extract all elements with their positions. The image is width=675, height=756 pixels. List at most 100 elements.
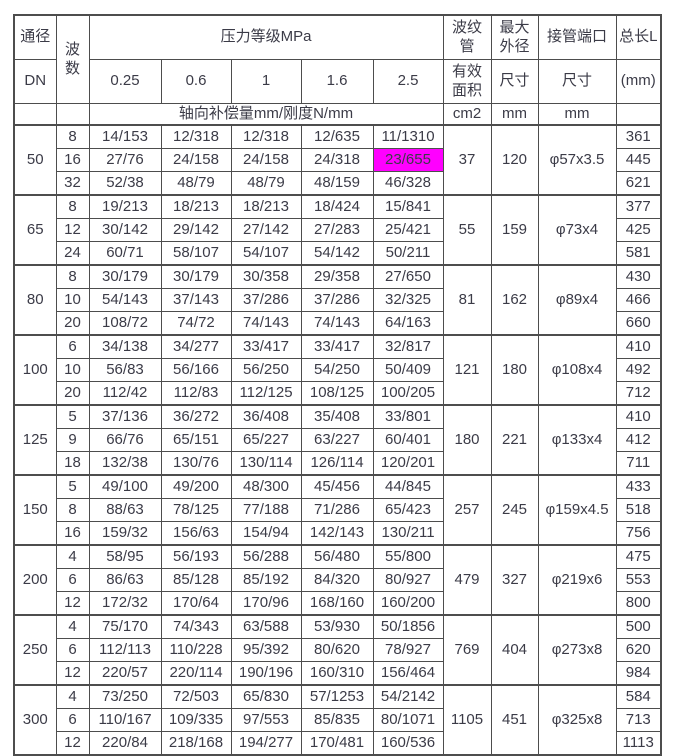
compensation-stiffness-cell: 220/84 <box>88 731 162 756</box>
compensation-stiffness-cell: 54/107 <box>230 241 302 266</box>
compensation-stiffness-cell: 45/456 <box>300 474 374 499</box>
total-length-cell: 713 <box>615 708 662 732</box>
compensation-stiffness-cell: 108/125 <box>300 381 374 406</box>
spec-row: 125 5 37/136 36/272 36/408 35/408 33/801 180 221… <box>13 404 662 476</box>
spec-row: 6 112/113 110/228 95/392 80/620 78/927 620 <box>14 638 662 662</box>
port-size-cell: φ133x4 <box>537 404 617 476</box>
spec-row: 18 132/38 130/76 130/114 126/114 120/201 711 <box>14 451 662 476</box>
max-od-cell: 221 <box>490 404 539 476</box>
compensation-stiffness-cell: 30/142 <box>88 218 162 242</box>
wave-count-cell: 6 <box>55 334 90 359</box>
port-size-cell: φ273x8 <box>537 614 617 686</box>
max-od-cell: 159 <box>490 194 539 266</box>
compensation-stiffness-cell: 65/423 <box>372 498 444 522</box>
compensation-stiffness-cell: 170/64 <box>160 591 232 616</box>
compensation-stiffness-cell: 154/94 <box>230 521 302 546</box>
compensation-stiffness-cell: 50/409 <box>372 358 444 382</box>
compensation-stiffness-cell: 130/76 <box>160 451 232 476</box>
compensation-stiffness-cell: 48/159 <box>300 171 374 196</box>
header-pressure-2.5: 2.5 <box>372 59 444 104</box>
max-od-cell: 404 <box>490 614 539 686</box>
header-length-unit: (mm) <box>615 59 662 104</box>
compensation-stiffness-cell: 58/107 <box>160 241 232 266</box>
compensation-stiffness-cell: 18/213 <box>160 194 232 219</box>
total-length-cell: 711 <box>615 451 662 476</box>
compensation-stiffness-cell: 34/277 <box>160 334 232 359</box>
compensation-stiffness-cell: 48/79 <box>230 171 302 196</box>
compensation-stiffness-cell: 56/193 <box>160 544 232 569</box>
dn-cell: 250 <box>13 614 57 686</box>
spec-row: 200 4 58/95 56/193 56/288 56/480 55/800 479 327 φ… <box>13 544 662 616</box>
port-size-cell: φ108x4 <box>537 334 617 406</box>
header-pressure-1.6: 1.6 <box>300 59 374 104</box>
total-length-cell: 412 <box>615 428 662 452</box>
compensation-stiffness-cell: 84/320 <box>300 568 374 592</box>
compensation-stiffness-cell: 74/143 <box>300 311 374 336</box>
compensation-stiffness-cell: 190/196 <box>230 661 302 686</box>
wave-count-cell: 5 <box>55 474 90 499</box>
compensation-stiffness-cell: 220/114 <box>160 661 232 686</box>
compensation-stiffness-cell: 194/277 <box>230 731 302 756</box>
spec-row: 10 56/83 56/166 56/250 54/250 50/409 492 <box>14 358 662 382</box>
header-dn-spacer <box>13 103 57 126</box>
spec-row: 50 8 14/153 12/318 12/318 12/635 11/1310 37 120 φ… <box>13 124 662 196</box>
compensation-stiffness-cell: 80/1071 <box>372 708 444 732</box>
total-length-cell: 361 <box>615 124 662 149</box>
compensation-stiffness-cell: 56/166 <box>160 358 232 382</box>
compensation-stiffness-cell: 27/76 <box>88 148 162 172</box>
wave-count-cell: 8 <box>55 264 90 289</box>
compensation-stiffness-cell: 54/250 <box>300 358 374 382</box>
spec-row: 8 88/63 78/125 77/188 71/286 65/423 518 <box>14 498 662 522</box>
header-dn-unit: DN <box>13 59 57 104</box>
total-length-cell: 756 <box>615 521 662 546</box>
compensation-stiffness-cell: 75/170 <box>88 614 162 639</box>
compensation-stiffness-cell: 33/417 <box>230 334 302 359</box>
compensation-stiffness-cell: 24/318 <box>300 148 374 172</box>
total-length-cell: 581 <box>615 241 662 266</box>
compensation-stiffness-cell: 60/71 <box>88 241 162 266</box>
effective-area-cell: 121 <box>442 334 492 406</box>
compensation-stiffness-cell: 46/328 <box>372 171 444 196</box>
spec-row: 65 8 19/213 18/213 18/213 18/424 15/841 55 159 φ7… <box>13 194 662 266</box>
spec-row: 250 4 75/170 74/343 63/588 53/930 50/1856 769 40… <box>13 614 662 686</box>
compensation-stiffness-cell: 112/113 <box>88 638 162 662</box>
compensation-stiffness-cell: 14/153 <box>88 124 162 149</box>
wave-count-cell: 20 <box>55 381 90 406</box>
compensation-stiffness-cell: 160/536 <box>372 731 444 756</box>
compensation-stiffness-cell: 132/38 <box>88 451 162 476</box>
spec-row: 24 60/71 58/107 54/107 54/142 50/211 581 <box>14 241 662 266</box>
compensation-stiffness-cell: 34/138 <box>88 334 162 359</box>
wave-count-cell: 4 <box>55 614 90 639</box>
compensation-stiffness-cell: 160/200 <box>372 591 444 616</box>
compensation-stiffness-cell: 53/930 <box>300 614 374 639</box>
wave-count-cell: 6 <box>55 708 90 732</box>
max-od-cell: 180 <box>490 334 539 406</box>
dn-cell: 100 <box>13 334 57 406</box>
compensation-stiffness-cell: 85/835 <box>300 708 374 732</box>
compensation-stiffness-cell: 66/76 <box>88 428 162 452</box>
total-length-cell: 800 <box>615 591 662 616</box>
table-header: 通径 波 数 压力等级MPa 波纹 管 最大 外径 接管端口 总长L DN 0.… <box>13 14 662 126</box>
compensation-stiffness-cell: 24/158 <box>160 148 232 172</box>
compensation-stiffness-cell: 58/95 <box>88 544 162 569</box>
wave-count-cell: 12 <box>55 218 90 242</box>
compensation-stiffness-cell: 218/168 <box>160 731 232 756</box>
max-od-cell: 162 <box>490 264 539 336</box>
compensation-stiffness-cell: 88/63 <box>88 498 162 522</box>
compensation-stiffness-cell: 160/310 <box>300 661 374 686</box>
total-length-cell: 410 <box>615 404 662 429</box>
header-waves-spacer <box>55 103 90 126</box>
header-bellows-unit: cm2 <box>442 103 492 126</box>
compensation-stiffness-cell: 18/424 <box>300 194 374 219</box>
header-pressure-0.6: 0.6 <box>160 59 232 104</box>
dn-cell: 150 <box>13 474 57 546</box>
header-port-unit: mm <box>537 103 617 126</box>
compensation-stiffness-cell: 54/2142 <box>372 684 444 709</box>
compensation-stiffness-cell: 27/650 <box>372 264 444 289</box>
compensation-stiffness-cell: 56/83 <box>88 358 162 382</box>
compensation-stiffness-cell: 32/325 <box>372 288 444 312</box>
total-length-cell: 433 <box>615 474 662 499</box>
header-row-2: DN 0.25 0.6 1 1.6 2.5 有效 面积 尺寸 尺寸 (mm) <box>13 59 662 104</box>
wave-count-cell: 12 <box>55 661 90 686</box>
